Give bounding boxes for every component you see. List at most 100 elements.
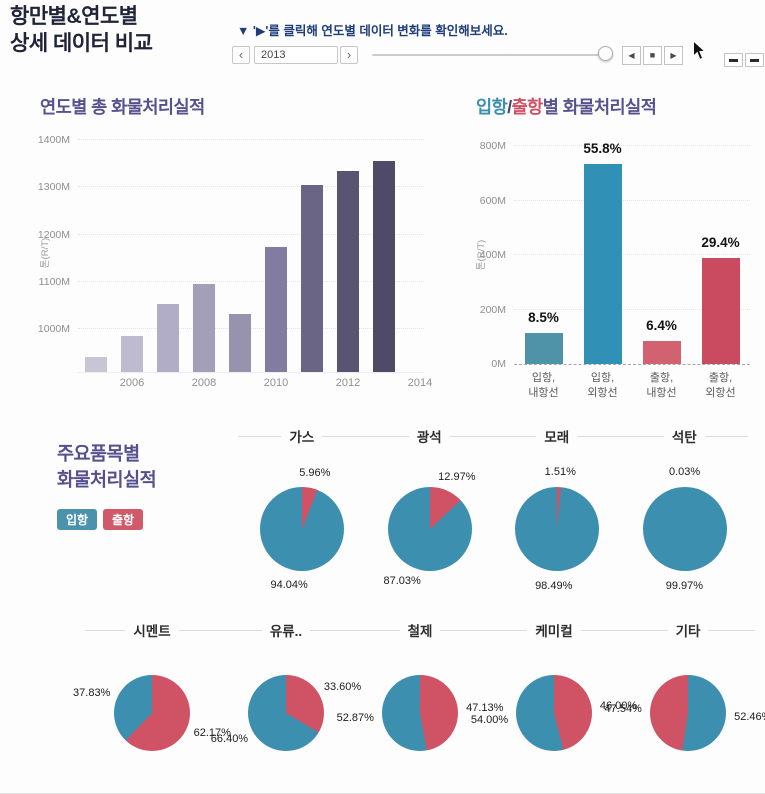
control-dash-button-2[interactable] (745, 53, 764, 67)
dashboard-title: 항만별&연도별 상세 데이터 비교 (10, 4, 153, 58)
pie-cement[interactable]: 62.17% 37.83% (73, 639, 231, 787)
pie-col-chemical: 케미컬 46.00% 54.00% (471, 621, 637, 787)
pie-steel[interactable]: 47.13% 52.87% (337, 639, 503, 787)
pie-mark[interactable] (382, 675, 458, 751)
pie-mark[interactable] (248, 675, 324, 751)
pie-slice-label: 54.00% (470, 713, 509, 726)
pie-slice-label: 47.13% (466, 702, 504, 715)
legend-inbound-badge[interactable]: 입항 (57, 509, 97, 530)
instruction-note: ▼ '▶'를 클릭해 연도별 데이터 변화를 확인해보세요. (237, 24, 508, 38)
pie-col-steel: 철제 47.13% 52.87% (337, 621, 503, 787)
pie-oil[interactable]: 33.60% 66.40% (211, 639, 361, 787)
inout-legend: 입항 출항 (57, 509, 143, 530)
divider-line (577, 435, 621, 437)
playback-stop-button[interactable]: ■ (643, 46, 662, 65)
pie-slice-label: 33.60% (323, 680, 362, 693)
pie-etc[interactable]: 52.46% 47.54% (605, 639, 765, 787)
divider-line (493, 435, 537, 437)
commodity-section: 주요품목별 화물처리실적 입항 출항 가스 5.96% 94.04% 광석 12.… (0, 425, 765, 794)
pie-mark[interactable] (642, 487, 727, 571)
bar-mark[interactable] (583, 163, 622, 364)
pie-mark[interactable] (260, 487, 344, 571)
pie-col-oil: 유류.. 33.60% 66.40% (211, 621, 361, 787)
year-next-button[interactable]: › (340, 46, 358, 64)
gridline (78, 328, 424, 330)
divider-line (322, 435, 366, 437)
bar-mark[interactable] (701, 258, 740, 364)
divider-line (85, 629, 126, 631)
pie-title-steel: 철제 (407, 624, 433, 639)
pie-title-gas: 가스 (289, 430, 315, 445)
pie-col-etc: 기타 52.46% 47.54% (605, 621, 765, 787)
playback-forward-button[interactable]: ▶ (664, 46, 683, 65)
dash-icon (729, 58, 738, 62)
divider-line (621, 629, 668, 631)
bar-mark[interactable] (121, 335, 143, 372)
pie-slice-label: 12.97% (438, 470, 476, 483)
pie-mark[interactable] (114, 675, 190, 751)
year-value-field[interactable]: 2013 (254, 46, 338, 64)
title-part: 입항 (476, 97, 508, 117)
pie-mark[interactable] (387, 487, 472, 571)
y-tick-label: 400M (479, 249, 506, 261)
bar-mark[interactable] (524, 333, 563, 364)
bar-mark[interactable] (85, 357, 107, 372)
divider-line (353, 629, 400, 631)
pie-chemical[interactable]: 46.00% 54.00% (471, 639, 637, 787)
bar-mark[interactable] (373, 161, 395, 372)
inout-bar-plot: 0M 200M 400M 600M 800M 8.5% 55.8% 6.4% 29.4% 입항, 내… (480, 140, 750, 399)
yearly-chart-title: 연도별 총 화물처리실적 (40, 97, 205, 117)
y-tick-label: 1300M (37, 181, 70, 194)
dashboard-title-line1: 항만별&연도별 (10, 5, 138, 28)
pie-slice-label: 94.04% (270, 579, 308, 591)
y-tick-label: 1000M (37, 323, 70, 336)
bar-mark[interactable] (301, 184, 323, 372)
pie-sand[interactable]: 1.51% 98.49% (493, 445, 621, 613)
bar-mark[interactable] (193, 283, 215, 372)
gridline (514, 199, 750, 201)
inout-chart-title: 입항/출항별 화물처리실적 (476, 94, 657, 119)
year-slider-track[interactable] (372, 54, 612, 56)
divider-line (365, 435, 409, 437)
pie-coal[interactable]: 0.03% 99.97% (621, 445, 749, 613)
pie-ore[interactable]: 12.97% 87.03% (366, 445, 494, 613)
x-tick-label: 2012 (335, 377, 361, 389)
pie-title-oil: 유류.. (269, 624, 303, 639)
playback-reverse-button[interactable]: ◀ (622, 46, 641, 65)
pie-slice-label: 99.97% (665, 579, 704, 592)
gridline (78, 186, 424, 188)
pie-col-ore: 광석 12.97% 87.03% (365, 427, 494, 613)
divider-line (238, 435, 282, 437)
year-prev-button[interactable]: ‹ (232, 46, 250, 64)
bar-mark[interactable] (265, 247, 287, 372)
bar-value-label: 8.5% (528, 310, 559, 326)
gridline (78, 233, 424, 235)
pie-mark[interactable] (515, 487, 599, 571)
bar-mark[interactable] (337, 170, 359, 372)
y-tick-label: 1200M (37, 228, 70, 241)
legend-outbound-badge[interactable]: 출항 (103, 509, 143, 530)
pie-mark[interactable] (650, 675, 726, 751)
bar-mark[interactable] (229, 313, 251, 372)
divider-line (580, 629, 622, 631)
pie-gas[interactable]: 5.96% 94.04% (238, 445, 366, 613)
bar-mark[interactable] (642, 340, 681, 364)
pie-slice-label: 66.40% (210, 733, 249, 746)
divider-line (219, 629, 262, 631)
year-slider-handle[interactable] (598, 46, 613, 61)
pie-col-cement: 시멘트 62.17% 37.83% (73, 621, 231, 787)
pie-slice-label: 98.49% (535, 579, 573, 592)
pie-mark[interactable] (516, 675, 592, 751)
gridline (78, 281, 424, 283)
pie-slice-label: 52.46% (734, 711, 765, 724)
pie-col-gas: 가스 5.96% 94.04% (238, 427, 366, 613)
bar-mark[interactable] (157, 304, 179, 372)
divider-line (620, 435, 664, 437)
y-tick-label: 0M (491, 358, 506, 370)
gridline (78, 139, 424, 140)
title-part: / (507, 97, 512, 117)
divider-line (178, 629, 220, 631)
control-dash-button-1[interactable] (724, 53, 743, 67)
x-tick-label: 2010 (263, 377, 289, 389)
